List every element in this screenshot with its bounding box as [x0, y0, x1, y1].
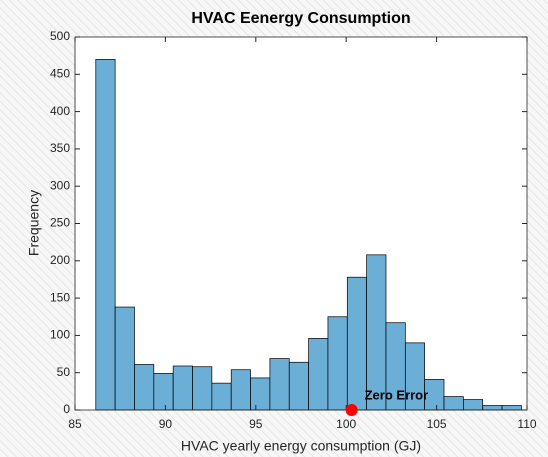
bar — [308, 338, 329, 411]
bar — [172, 365, 193, 411]
y-tick-label: 0 — [63, 402, 70, 416]
bar — [288, 361, 309, 411]
bar — [134, 364, 155, 411]
x-tick-label: 85 — [68, 417, 82, 431]
y-axis-label: Frequency — [26, 190, 42, 256]
bar — [114, 306, 135, 411]
y-tick-label: 250 — [50, 216, 70, 230]
x-tick-label: 95 — [249, 417, 263, 431]
bar — [192, 366, 213, 411]
x-tick-label: 100 — [336, 417, 356, 431]
y-tick-label: 100 — [50, 328, 70, 342]
bar — [463, 399, 484, 411]
x-tick-label: 110 — [517, 417, 536, 431]
bar — [482, 405, 503, 411]
y-tick-label: 350 — [50, 141, 70, 155]
zero-error-point — [345, 404, 358, 416]
y-tick-label: 400 — [50, 104, 70, 118]
bar — [443, 396, 464, 411]
y-tick-label: 500 — [50, 29, 70, 43]
y-tick-label: 150 — [50, 290, 70, 304]
bar — [501, 405, 522, 411]
bar — [95, 59, 116, 411]
chart-title: HVAC Eenergy Consumption — [191, 10, 410, 27]
x-axis-label: HVAC yearly energy consumption (GJ) — [181, 438, 421, 454]
annotation: Zero Error — [365, 387, 429, 402]
bar — [211, 382, 232, 411]
bar — [250, 377, 271, 411]
y-tick-label: 450 — [50, 66, 70, 80]
y-tick-label: 200 — [50, 253, 70, 267]
y-tick-label: 50 — [57, 365, 71, 379]
bar — [153, 373, 174, 411]
bar — [327, 316, 348, 411]
plot-area — [75, 37, 527, 410]
bar — [269, 358, 290, 411]
bar — [230, 369, 251, 411]
y-tick-label: 300 — [50, 178, 70, 192]
x-tick-label: 90 — [159, 417, 173, 431]
x-tick-label: 105 — [427, 417, 447, 431]
